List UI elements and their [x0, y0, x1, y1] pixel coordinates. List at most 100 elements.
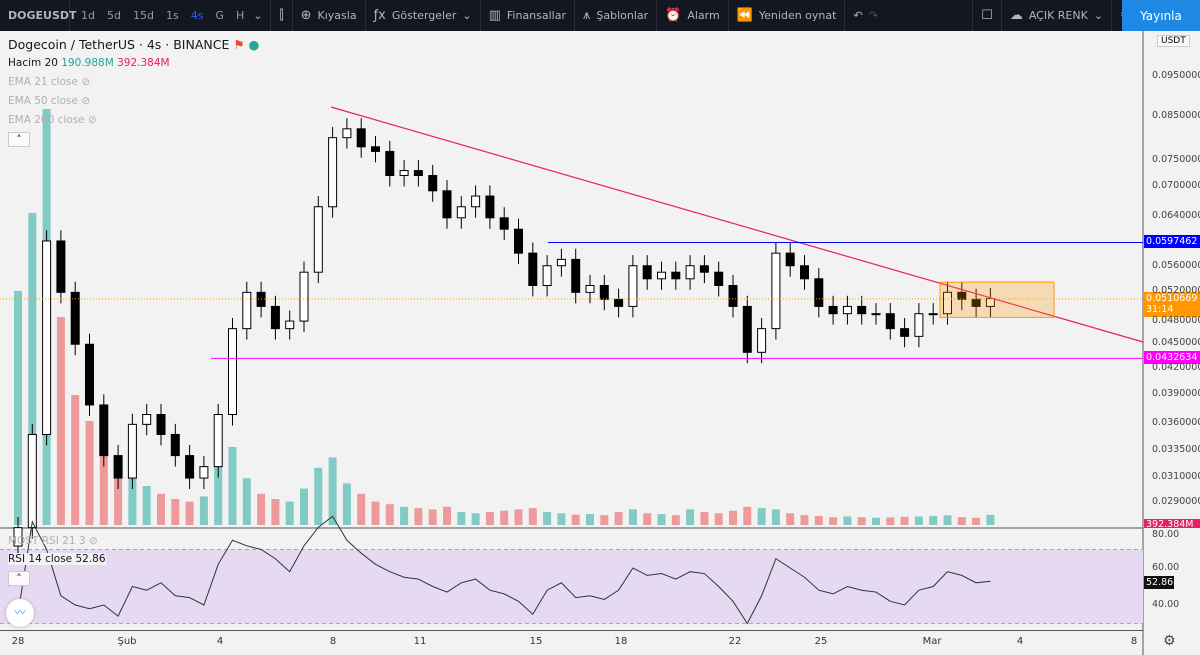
- price-tick: 0.0700000: [1152, 180, 1200, 191]
- ema21-legend[interactable]: EMA 21 close ⊘: [8, 76, 90, 88]
- interval-5d[interactable]: 5d: [106, 9, 121, 22]
- volume-bar: [614, 512, 623, 525]
- alarm-button[interactable]: ⏰ Alarm: [657, 0, 729, 31]
- compare-button[interactable]: ⊕ Kıyasla: [293, 0, 366, 31]
- candle-body: [542, 265, 552, 287]
- redo-icon[interactable]: ↷: [868, 9, 878, 22]
- ema50-label: EMA 50 close: [8, 95, 78, 107]
- rsi-tick: 60.00: [1152, 562, 1180, 573]
- title-text: Dogecoin / TetherUS · 4s · BINANCE: [8, 37, 230, 52]
- ema200-legend[interactable]: EMA 200 close ⊘: [8, 114, 97, 126]
- volume-bar: [771, 509, 780, 525]
- most-rsi-legend[interactable]: MOST RSI 21 3 ⊘: [8, 535, 98, 547]
- time-tick: 18: [614, 636, 628, 647]
- theme-button[interactable]: ☁ AÇIK RENK ⌄: [1002, 0, 1113, 31]
- interval-G[interactable]: G: [215, 9, 224, 22]
- candle-body: [428, 175, 438, 192]
- cloud-icon: ☁: [1009, 8, 1023, 23]
- bar-countdown: 31:14: [1146, 304, 1174, 315]
- highlight-rectangle: [939, 281, 1055, 318]
- price-tick: 0.0520000: [1152, 285, 1200, 296]
- volume-bar: [142, 486, 151, 525]
- volume-bar: [285, 501, 294, 525]
- candle-body: [270, 305, 280, 330]
- flag-icon[interactable]: ⚑: [233, 37, 245, 52]
- most-rsi-label: MOST RSI 21 3: [8, 535, 86, 547]
- interval-1d[interactable]: 1d: [81, 9, 95, 22]
- candle-body: [285, 320, 295, 330]
- price-tick: 0.0480000: [1152, 315, 1200, 326]
- undo-icon[interactable]: ↶: [853, 9, 863, 22]
- chevron-down-icon: ⌄: [462, 9, 472, 22]
- publish-button[interactable]: Yayınla: [1122, 0, 1200, 31]
- financials-button[interactable]: ▥ Finansallar: [481, 0, 576, 31]
- time-axis[interactable]: 28 Şub 4 8 11 15 18 22 25 Mar 4 8: [0, 630, 1143, 655]
- volume-bar: [371, 501, 380, 525]
- volume-bar: [85, 421, 94, 525]
- candle-body: [800, 265, 809, 280]
- time-tick: Şub: [117, 636, 137, 647]
- volume-bar: [471, 513, 480, 525]
- rsi-line: [17, 515, 991, 625]
- volume-bar: [400, 506, 409, 525]
- ema50-legend[interactable]: EMA 50 close ⊘: [8, 95, 90, 107]
- layout-button[interactable]: ☐: [973, 0, 1002, 31]
- interval-1s[interactable]: 1s: [165, 9, 179, 22]
- chart-type-button[interactable]: ⫿: [271, 0, 293, 31]
- templates-label: Şablonlar: [596, 9, 649, 22]
- volume-bar: [829, 517, 838, 525]
- chart-canvas[interactable]: [0, 31, 1200, 655]
- price-tick: 0.0360000: [1152, 417, 1200, 428]
- indicators-button[interactable]: ƒx Göstergeler ⌄: [366, 0, 481, 31]
- candle-body: [571, 258, 581, 293]
- volume-bar: [56, 317, 65, 525]
- volume-bar: [300, 488, 308, 525]
- price-tick: 0.0420000: [1152, 362, 1200, 373]
- interval-4s[interactable]: 4s: [190, 9, 204, 22]
- volume-bar: [114, 460, 123, 525]
- volume-bar: [385, 504, 394, 525]
- candle-body: [943, 291, 952, 315]
- volume-bar: [872, 517, 880, 525]
- interval-15d[interactable]: 15d: [132, 9, 154, 22]
- volume-bar: [671, 515, 680, 525]
- plus-circle-icon: ⊕: [300, 8, 312, 23]
- replay-button[interactable]: ⏪ Yeniden oynat: [729, 0, 846, 31]
- eye-hidden-icon[interactable]: ⊘: [81, 95, 91, 107]
- volume-bar: [628, 509, 637, 525]
- volume-bar: [457, 512, 466, 525]
- price-tick: 0.0390000: [1152, 388, 1200, 399]
- collapse-legend-button[interactable]: ˄: [8, 132, 30, 147]
- chevron-up-icon: ˄: [16, 133, 22, 146]
- templates-button[interactable]: ⩚ Şablonlar: [575, 0, 658, 31]
- square-icon: ☐: [981, 8, 993, 23]
- candle-body: [914, 313, 924, 337]
- gear-icon[interactable]: ⚙: [1163, 633, 1176, 649]
- candle-body: [614, 298, 624, 307]
- candle-body: [70, 291, 80, 345]
- candle-body: [413, 170, 423, 177]
- eye-hidden-icon[interactable]: ⊘: [87, 114, 97, 126]
- volume-bar: [128, 478, 137, 525]
- currency-badge[interactable]: USDT: [1157, 35, 1190, 47]
- eye-hidden-icon[interactable]: ⊘: [88, 535, 98, 547]
- tradingview-logo-icon[interactable]: 〰: [6, 599, 34, 627]
- volume-last-label: 392.384M: [1144, 519, 1200, 528]
- theme-label: AÇIK RENK: [1028, 9, 1088, 22]
- interval-H[interactable]: H: [235, 9, 245, 22]
- candle-body: [213, 414, 223, 468]
- rsi-value: 52.86: [75, 553, 106, 565]
- candle-body: [556, 258, 566, 267]
- collapse-rsi-legend-button[interactable]: ˄: [8, 571, 30, 586]
- price-tick: 0.0950000: [1152, 70, 1200, 81]
- volume-bar: [943, 515, 952, 525]
- symbol-search[interactable]: DOGEUSDT: [0, 0, 77, 31]
- fx-icon: ƒx: [373, 8, 386, 23]
- candle-body: [185, 455, 195, 479]
- candle-body: [385, 150, 395, 177]
- volume-bar: [972, 517, 981, 525]
- candle-body: [113, 455, 123, 479]
- chevron-down-icon[interactable]: ⌄: [253, 9, 263, 22]
- volume-bar: [814, 515, 823, 525]
- eye-hidden-icon[interactable]: ⊘: [81, 76, 91, 88]
